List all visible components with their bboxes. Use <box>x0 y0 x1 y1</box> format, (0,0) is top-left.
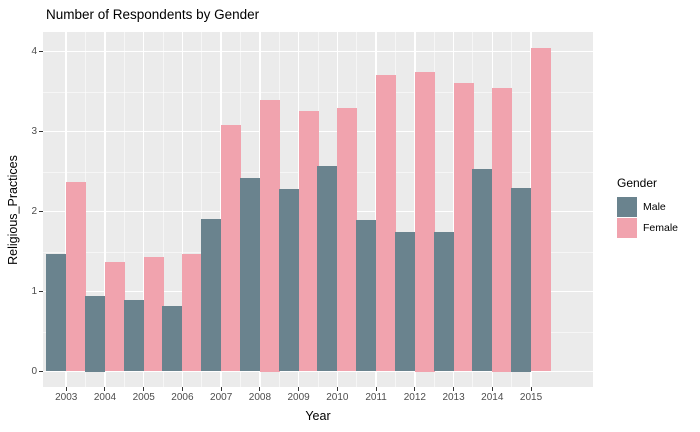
x-tick-mark <box>181 387 183 391</box>
legend-title: Gender <box>617 176 658 190</box>
bar-male-2015 <box>511 187 532 372</box>
bar-female-2007 <box>221 125 242 372</box>
bar-male-2007 <box>201 218 222 372</box>
v-gridline-major <box>104 32 106 387</box>
v-gridline-minor <box>201 32 203 387</box>
x-tick-mark <box>298 387 300 391</box>
bar-female-2015 <box>531 48 552 372</box>
x-tick-mark <box>414 387 416 391</box>
x-tick-label: 2008 <box>248 392 272 403</box>
legend-item-male: Male <box>617 197 699 217</box>
bar-female-2006 <box>182 253 203 372</box>
x-tick-mark <box>491 387 493 391</box>
bar-male-2004 <box>84 295 105 372</box>
x-tick-label: 2012 <box>403 392 426 403</box>
bar-female-2012 <box>414 71 435 372</box>
bar-male-2008 <box>239 177 260 372</box>
legend-items: Male Female <box>617 197 699 238</box>
y-tick-mark <box>39 131 43 132</box>
legend-label-male: Male <box>643 201 666 213</box>
x-tick-label: 2009 <box>287 392 310 403</box>
v-gridline-major <box>181 32 184 387</box>
bar-male-2006 <box>162 305 183 372</box>
bar-female-2014 <box>492 87 513 372</box>
x-tick-label: 2013 <box>442 392 465 403</box>
bar-female-2008 <box>259 99 280 372</box>
x-tick-label: 2015 <box>519 392 543 403</box>
y-tick-mark <box>39 371 43 372</box>
v-gridline-minor <box>162 32 164 387</box>
y-tick-mark <box>39 211 43 212</box>
chart-title: Number of Respondents by Gender <box>46 7 260 22</box>
x-tick-label: 2014 <box>481 392 504 403</box>
bar-male-2005 <box>123 300 144 372</box>
x-tick-mark <box>65 387 67 391</box>
bar-male-2013 <box>433 232 454 372</box>
x-tick-label: 2007 <box>210 392 233 403</box>
legend-swatch-male <box>617 197 637 217</box>
y-tick-mark <box>39 51 43 52</box>
bar-male-2014 <box>472 169 493 372</box>
bar-female-2010 <box>337 108 358 372</box>
legend: Gender Male Female <box>617 176 699 239</box>
x-tick-mark <box>453 387 455 391</box>
bar-female-2004 <box>104 261 125 372</box>
bar-female-2009 <box>298 110 319 372</box>
legend-label-female: Female <box>643 222 679 234</box>
y-tick-label: 1 <box>31 285 37 297</box>
x-tick-label: 2006 <box>171 392 194 403</box>
y-tick-mark <box>39 291 43 292</box>
y-tick-label: 3 <box>31 125 37 137</box>
y-tick-label: 0 <box>31 365 37 377</box>
x-tick-mark <box>143 387 145 391</box>
bar-male-2011 <box>356 220 377 372</box>
x-tick-mark <box>220 387 222 391</box>
bar-female-2005 <box>143 257 164 372</box>
bar-female-2011 <box>376 74 397 372</box>
y-tick-label: 4 <box>31 45 37 57</box>
x-tick-mark <box>336 387 338 391</box>
x-tick-mark <box>104 387 106 391</box>
x-tick-mark <box>375 387 377 391</box>
bar-male-2012 <box>394 232 415 372</box>
y-tick-label: 2 <box>31 205 37 217</box>
bar-female-2013 <box>453 82 474 372</box>
x-tick-label: 2005 <box>132 392 155 403</box>
x-tick-label: 2003 <box>55 392 78 403</box>
legend-swatch-female <box>617 218 637 238</box>
bar-male-2003 <box>46 253 67 372</box>
x-axis-title: Year <box>305 409 331 423</box>
bar-male-2010 <box>317 165 338 372</box>
x-tick-mark <box>259 387 261 391</box>
bar-male-2009 <box>278 189 299 372</box>
x-tick-mark <box>530 387 532 391</box>
legend-item-female: Female <box>617 218 699 238</box>
x-tick-label: 2004 <box>93 392 117 403</box>
v-gridline-minor <box>123 32 125 387</box>
x-tick-label: 2011 <box>365 392 387 403</box>
bar-female-2003 <box>66 181 87 372</box>
v-gridline-major <box>142 32 145 387</box>
plot-panel <box>43 32 593 387</box>
x-tick-label: 2010 <box>326 392 349 403</box>
